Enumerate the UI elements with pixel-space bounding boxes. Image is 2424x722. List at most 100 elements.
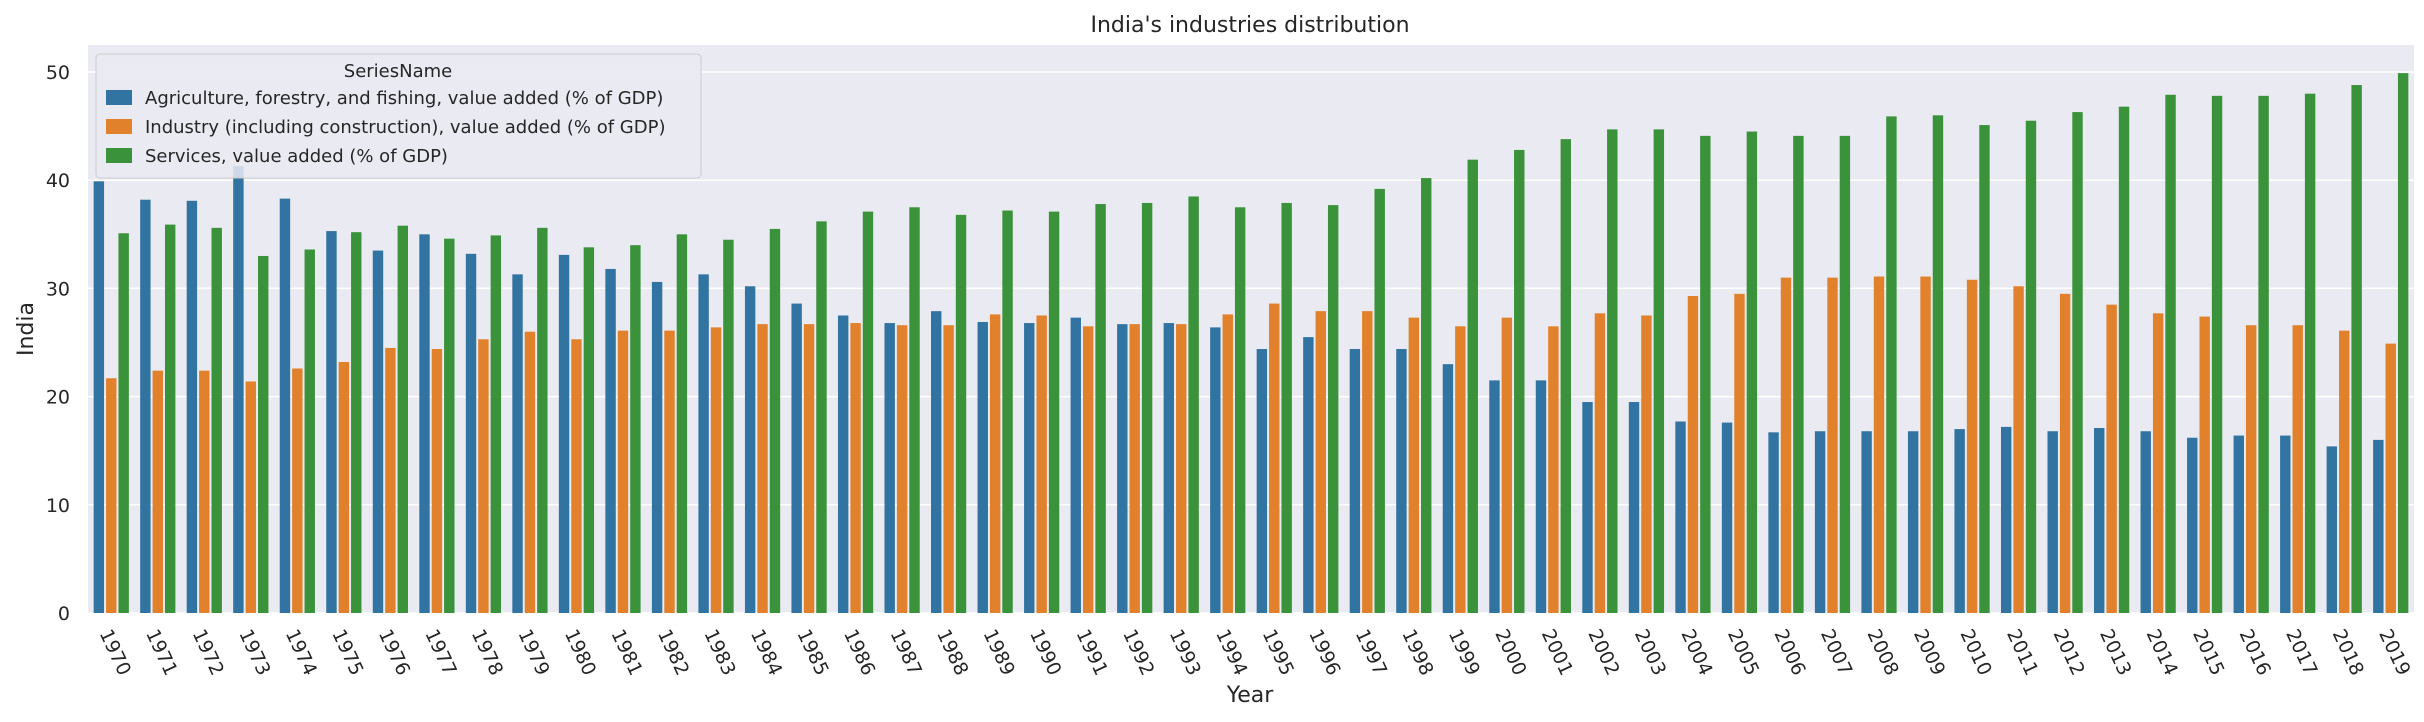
legend: SeriesName Agriculture, forestry, and fi… — [95, 53, 702, 179]
bar-3a923a-1978 — [490, 235, 502, 614]
bar-3274a1-1998 — [1396, 349, 1407, 613]
x-tick-label: 2006 — [1769, 626, 1809, 679]
bar-e1812c-2016 — [2245, 325, 2257, 613]
bar-3a923a-1991 — [1095, 204, 1106, 614]
bar-3a923a-2006 — [1793, 135, 1804, 613]
legend-entries: Agriculture, forestry, and fishing, valu… — [106, 88, 665, 167]
bar-3a923a-2008 — [1886, 116, 1897, 613]
y-tick-label: 10 — [46, 495, 70, 517]
bar-e1812c-1982 — [664, 330, 675, 613]
bar-e1812c-1980 — [571, 339, 582, 613]
bar-3a923a-1986 — [862, 211, 874, 614]
bar-e1812c-2001 — [1548, 326, 1559, 613]
bar-3a923a-2004 — [1700, 135, 1711, 613]
bar-3274a1-2013 — [2094, 427, 2105, 613]
bar-3a923a-2012 — [2072, 112, 2083, 613]
bar-3274a1-2000 — [1489, 380, 1500, 613]
legend-label: Services, value added (% of GDP) — [145, 146, 448, 167]
bar-e1812c-1973 — [245, 381, 257, 613]
bar-e1812c-1994 — [1222, 314, 1233, 613]
x-tick-label: 1981 — [606, 626, 646, 679]
x-tick-label: 2015 — [2188, 626, 2228, 679]
bar-e1812c-1976 — [385, 347, 396, 613]
bar-3274a1-1971 — [140, 199, 151, 613]
bar-e1812c-2000 — [1501, 317, 1513, 613]
bar-3274a1-1976 — [372, 250, 384, 613]
x-tick-label: 2017 — [2281, 626, 2321, 679]
x-tick-label: 2000 — [1490, 626, 1530, 679]
x-tick-label: 1982 — [653, 626, 693, 679]
bar-3274a1-1978 — [465, 253, 477, 613]
bar-3a923a-2011 — [2025, 120, 2037, 613]
bar-3274a1-2017 — [2280, 435, 2291, 613]
x-tick-label: 1993 — [1165, 626, 1205, 679]
bar-3a923a-1997 — [1374, 188, 1385, 613]
bar-3274a1-1974 — [279, 198, 291, 613]
x-tick-label: 1990 — [1025, 626, 1065, 679]
bar-3a923a-2016 — [2258, 95, 2269, 614]
bar-3274a1-1973 — [233, 166, 244, 614]
bar-e1812c-2014 — [2152, 313, 2164, 613]
x-tick-label: 1996 — [1304, 626, 1344, 679]
bar-e1812c-1997 — [1362, 311, 1373, 613]
legend-label: Industry (including construction), value… — [145, 117, 665, 138]
bar-3274a1-1970 — [93, 181, 105, 613]
y-tick-label: 20 — [46, 387, 70, 409]
x-tick-label: 1979 — [513, 626, 553, 679]
x-tick-label: 1986 — [839, 626, 879, 679]
bar-3a923a-1989 — [1002, 210, 1013, 613]
y-tick-label: 0 — [58, 603, 70, 625]
bar-3274a1-2006 — [1768, 432, 1779, 613]
bar-3a923a-1971 — [164, 224, 176, 613]
x-tick-label: 2016 — [2235, 626, 2275, 679]
bar-3274a1-2001 — [1535, 380, 1547, 613]
bar-e1812c-2015 — [2199, 316, 2210, 613]
bar-3274a1-2012 — [2047, 431, 2058, 613]
bar-3274a1-1981 — [605, 268, 616, 613]
bar-3274a1-1996 — [1303, 337, 1314, 613]
x-tick-label: 1997 — [1351, 626, 1391, 679]
bar-3274a1-2003 — [1628, 402, 1640, 613]
bar-3a923a-1977 — [444, 238, 455, 613]
bar-e1812c-2009 — [1920, 276, 1931, 613]
y-tick-label: 50 — [46, 62, 70, 84]
bar-3274a1-1992 — [1117, 324, 1128, 613]
bar-3a923a-1998 — [1421, 178, 1432, 613]
y-axis-ticks: 0 10 20 30 40 50 — [46, 62, 70, 625]
bar-e1812c-1981 — [617, 330, 629, 613]
bar-3274a1-1979 — [512, 274, 523, 613]
bar-3a923a-1973 — [258, 255, 269, 613]
bar-3a923a-2013 — [2118, 106, 2130, 614]
x-tick-label: 1995 — [1258, 626, 1298, 679]
x-tick-label: 1978 — [467, 626, 507, 679]
bar-3a923a-1982 — [676, 234, 688, 613]
x-tick-label: 1985 — [793, 626, 833, 679]
bar-e1812c-1984 — [757, 324, 768, 613]
bar-3a923a-1985 — [816, 221, 827, 613]
x-tick-label: 1972 — [188, 626, 228, 679]
bar-3a923a-1999 — [1467, 159, 1478, 613]
x-tick-label: 2019 — [2374, 626, 2414, 679]
x-tick-label: 2008 — [1862, 626, 1902, 679]
x-tick-label: 1984 — [746, 626, 786, 679]
bar-e1812c-1989 — [989, 314, 1001, 613]
x-tick-label: 2010 — [1956, 626, 1996, 679]
x-tick-label: 1991 — [1072, 626, 1112, 679]
x-tick-label: 1970 — [95, 626, 135, 679]
bar-3a923a-1993 — [1188, 196, 1199, 613]
bar-e1812c-1987 — [896, 325, 908, 613]
bar-3274a1-1975 — [326, 231, 337, 613]
x-tick-label: 2003 — [1630, 626, 1670, 679]
bar-3274a1-2016 — [2233, 435, 2244, 613]
bar-3274a1-2005 — [1721, 422, 1733, 613]
x-tick-label: 1992 — [1118, 626, 1158, 679]
bar-3274a1-1994 — [1210, 327, 1221, 613]
bar-3274a1-2007 — [1814, 431, 1826, 613]
x-tick-label: 2002 — [1583, 626, 1623, 679]
bar-3a923a-1975 — [351, 232, 362, 614]
bar-3274a1-1986 — [837, 315, 849, 613]
bar-3274a1-2011 — [2000, 426, 2012, 613]
x-tick-label: 1983 — [699, 626, 739, 679]
bar-3a923a-2009 — [1932, 115, 1944, 613]
